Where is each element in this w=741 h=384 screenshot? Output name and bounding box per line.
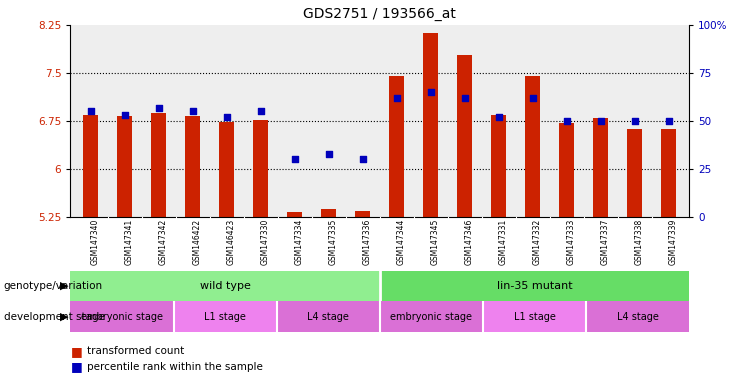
- Text: transformed count: transformed count: [87, 346, 185, 356]
- Bar: [491, 114, 506, 217]
- Bar: [457, 55, 473, 217]
- Text: L1 stage: L1 stage: [204, 312, 246, 322]
- Bar: [253, 120, 268, 217]
- Text: GSM147341: GSM147341: [124, 218, 134, 265]
- Bar: [173, 301, 276, 332]
- Point: [85, 108, 97, 114]
- Text: L4 stage: L4 stage: [617, 312, 659, 322]
- Text: GSM147346: GSM147346: [465, 218, 473, 265]
- Bar: [483, 301, 586, 332]
- Bar: [185, 116, 200, 217]
- Text: embryonic stage: embryonic stage: [81, 312, 163, 322]
- Point: [595, 118, 607, 124]
- Bar: [389, 76, 405, 217]
- Point: [187, 108, 199, 114]
- Text: GSM147335: GSM147335: [329, 218, 338, 265]
- Text: wild type: wild type: [199, 281, 250, 291]
- Bar: [151, 113, 167, 217]
- Text: L4 stage: L4 stage: [308, 312, 349, 322]
- Bar: [586, 301, 689, 332]
- Point: [391, 95, 402, 101]
- Text: GSM147339: GSM147339: [668, 218, 678, 265]
- Text: L1 stage: L1 stage: [514, 312, 556, 322]
- Text: GSM147331: GSM147331: [499, 218, 508, 265]
- Text: GSM147337: GSM147337: [601, 218, 610, 265]
- Bar: [379, 301, 483, 332]
- Point: [629, 118, 641, 124]
- Text: GSM147332: GSM147332: [533, 218, 542, 265]
- Text: GSM147345: GSM147345: [431, 218, 439, 265]
- Bar: [70, 271, 379, 301]
- Bar: [559, 123, 574, 217]
- Bar: [321, 209, 336, 217]
- Point: [493, 114, 505, 120]
- Text: GSM147334: GSM147334: [295, 218, 304, 265]
- Point: [527, 95, 539, 101]
- Text: percentile rank within the sample: percentile rank within the sample: [87, 362, 263, 372]
- Point: [459, 95, 471, 101]
- Text: GSM146423: GSM146423: [227, 218, 236, 265]
- Point: [357, 156, 369, 162]
- Bar: [83, 114, 99, 217]
- Text: GSM147338: GSM147338: [635, 218, 644, 265]
- Point: [323, 151, 335, 157]
- Text: ■: ■: [70, 345, 82, 358]
- Text: genotype/variation: genotype/variation: [4, 281, 103, 291]
- Point: [425, 89, 436, 95]
- Bar: [117, 116, 133, 217]
- Bar: [276, 301, 379, 332]
- Text: GSM147330: GSM147330: [261, 218, 270, 265]
- Bar: [379, 271, 689, 301]
- Text: GSM147344: GSM147344: [396, 218, 406, 265]
- Bar: [355, 210, 370, 217]
- Text: GSM146422: GSM146422: [193, 218, 202, 265]
- Bar: [593, 118, 608, 217]
- Text: GSM147333: GSM147333: [567, 218, 576, 265]
- Point: [221, 114, 233, 120]
- Text: GSM147342: GSM147342: [159, 218, 167, 265]
- Point: [153, 104, 165, 111]
- Bar: [287, 212, 302, 217]
- Bar: [423, 33, 439, 217]
- Text: ■: ■: [70, 360, 82, 373]
- Text: ▶: ▶: [61, 312, 69, 322]
- Point: [119, 112, 130, 118]
- Bar: [219, 122, 234, 217]
- Text: GSM147336: GSM147336: [363, 218, 372, 265]
- Bar: [661, 129, 677, 217]
- Text: ▶: ▶: [61, 281, 69, 291]
- Text: embryonic stage: embryonic stage: [391, 312, 472, 322]
- Title: GDS2751 / 193566_at: GDS2751 / 193566_at: [303, 7, 456, 21]
- Bar: [525, 76, 540, 217]
- Text: GSM147340: GSM147340: [91, 218, 100, 265]
- Bar: [70, 301, 173, 332]
- Text: development stage: development stage: [4, 312, 104, 322]
- Point: [289, 156, 301, 162]
- Bar: [627, 129, 642, 217]
- Point: [561, 118, 573, 124]
- Point: [662, 118, 674, 124]
- Text: lin-35 mutant: lin-35 mutant: [496, 281, 572, 291]
- Point: [255, 108, 267, 114]
